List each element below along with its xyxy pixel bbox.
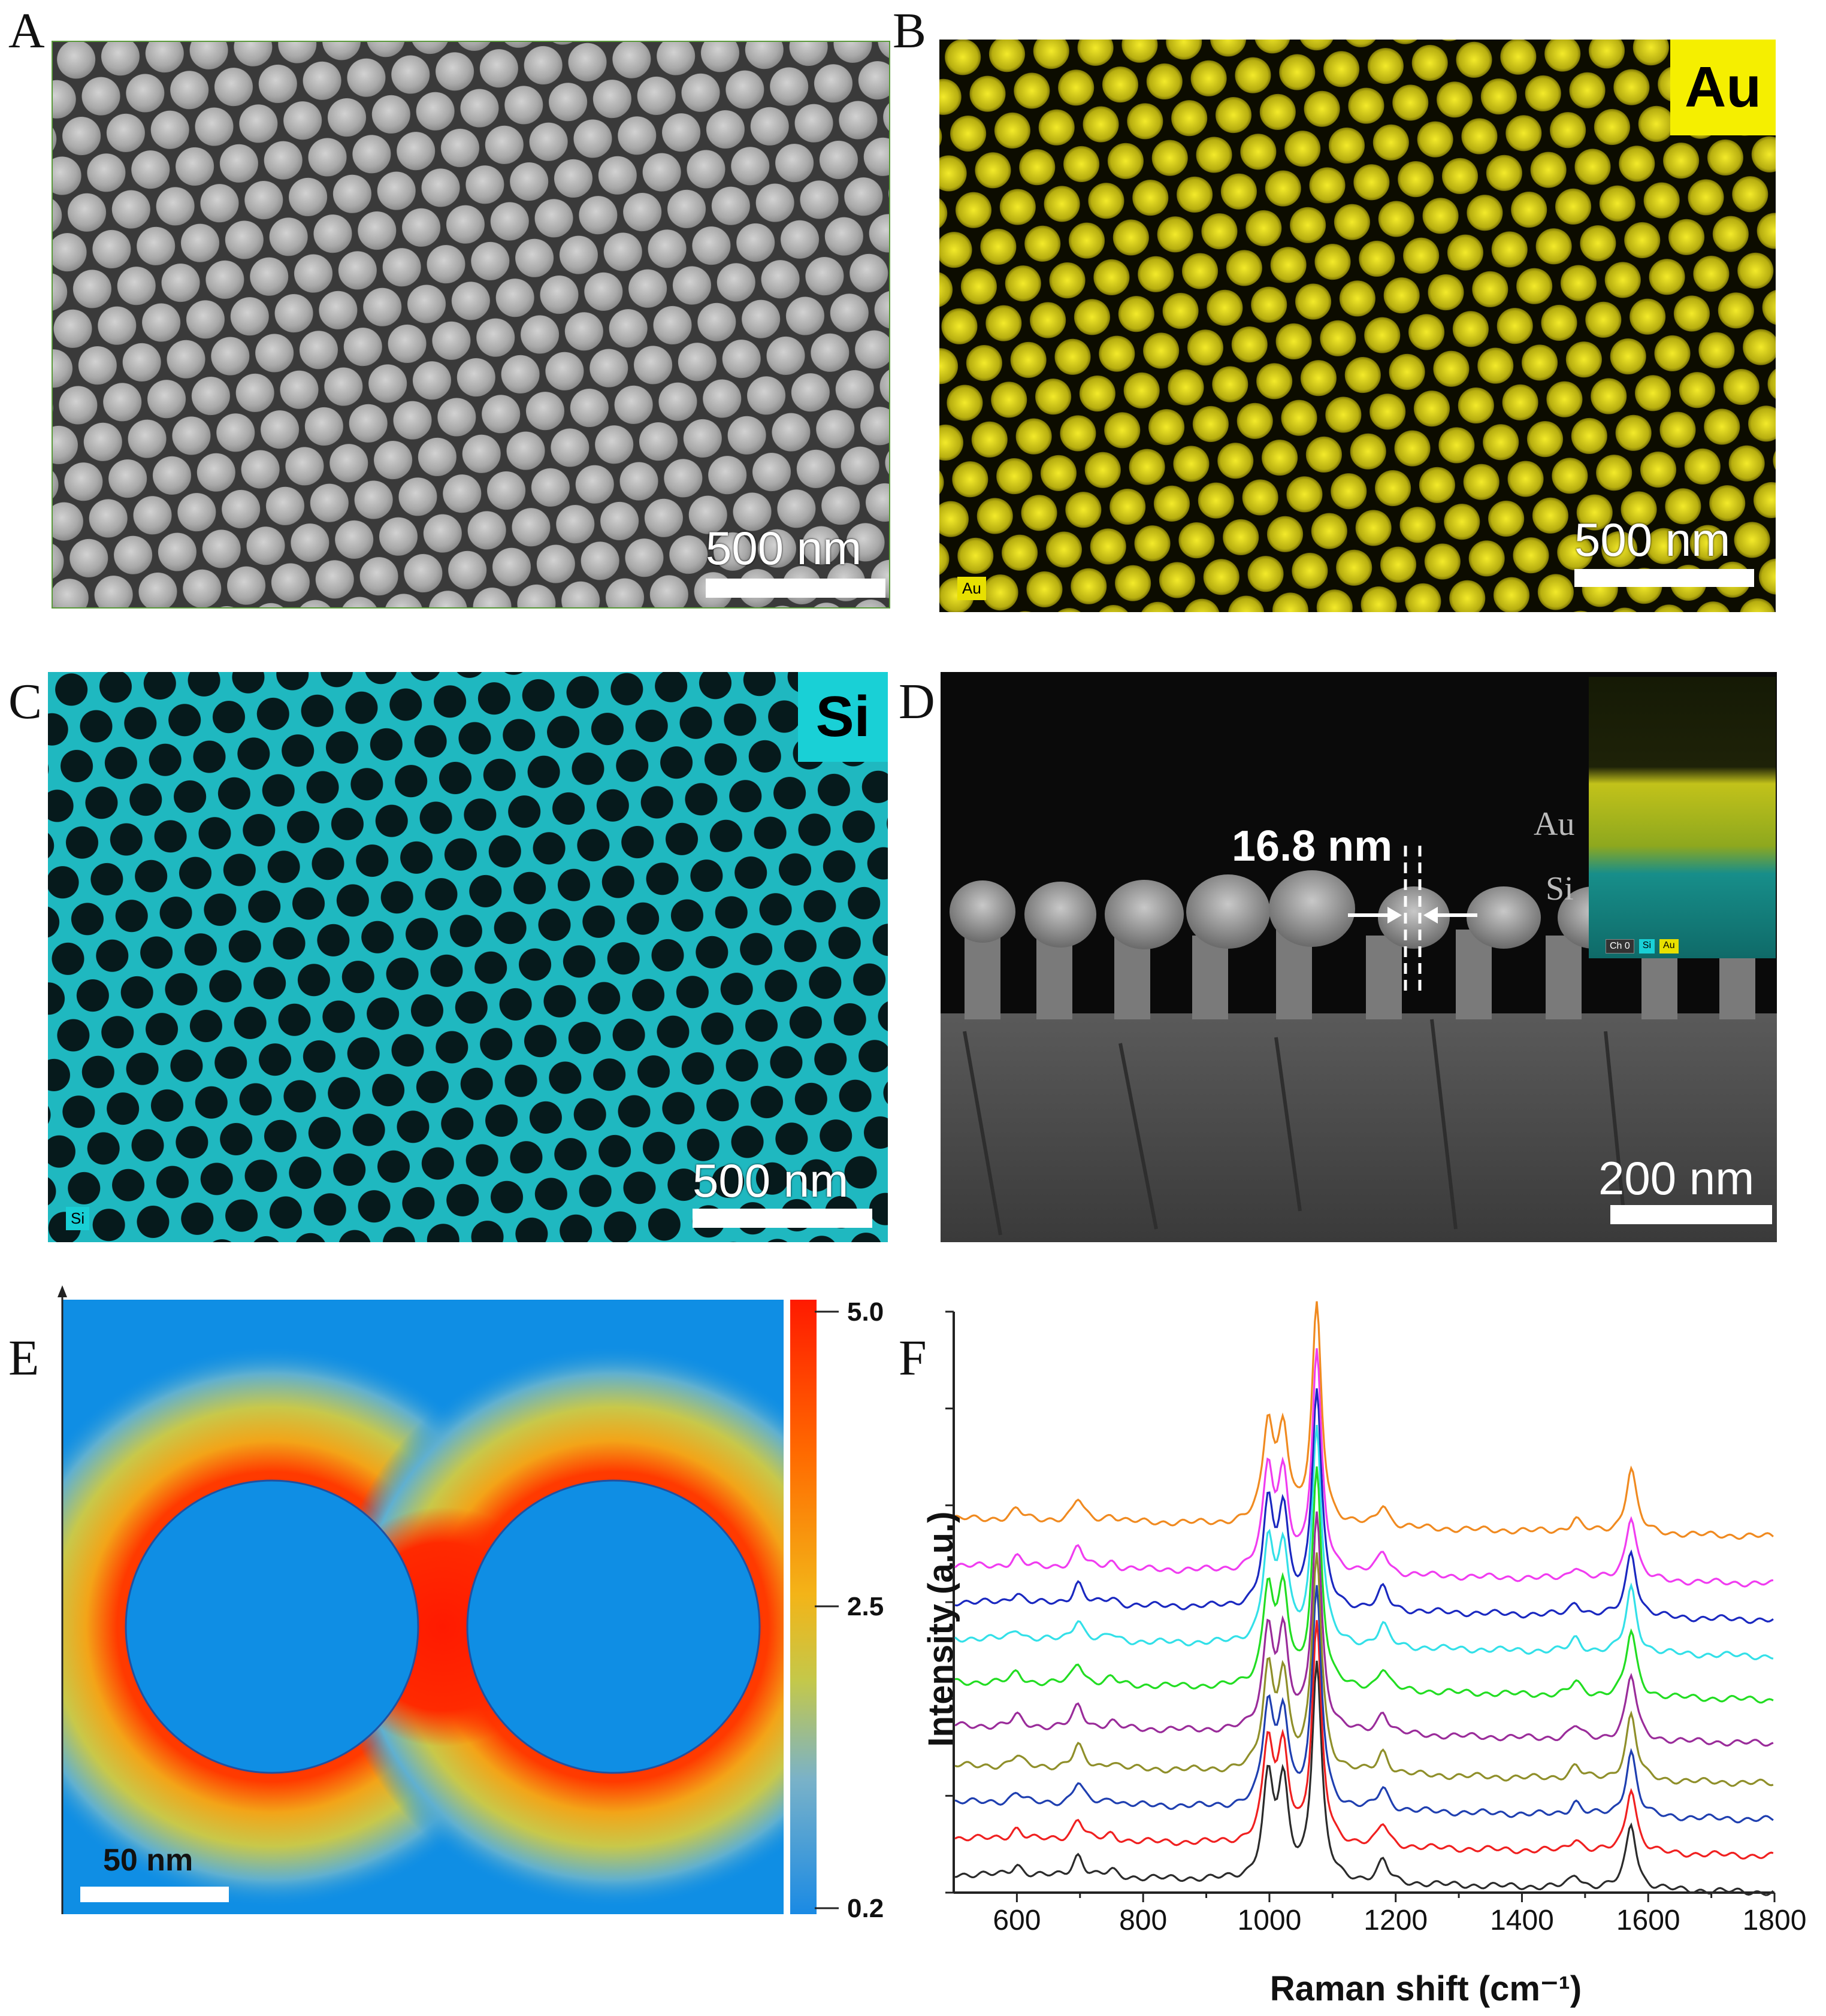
- colorbar-tick-min: 0.2: [847, 1894, 884, 1923]
- spectrum-line-10: [954, 1301, 1774, 1540]
- spectrum-line-1: [954, 1660, 1774, 1896]
- x-tick-label: 800: [1119, 1905, 1167, 1936]
- element-badge-au: Au: [1670, 40, 1776, 135]
- inset-legend-si: Si: [1638, 939, 1655, 953]
- si-network: [48, 672, 888, 1242]
- x-tick-label: 600: [993, 1905, 1041, 1936]
- panel-letter-d: D: [899, 674, 935, 729]
- spectrum-line-5: [954, 1511, 1774, 1747]
- spectrum-line-3: [954, 1585, 1774, 1824]
- eds-map-si: Si Si 500 nm: [48, 672, 888, 1242]
- x-tick-label: 1200: [1364, 1905, 1428, 1936]
- y-axis-label: Intensity (a.u.): [921, 1511, 960, 1746]
- eds-map-au: Au Au 500 nm: [939, 40, 1776, 612]
- colorbar-tick-mid: 2.5: [847, 1592, 884, 1621]
- corner-tag-au: Au: [957, 577, 986, 600]
- scale-bar-d: [1610, 1205, 1772, 1224]
- spectrum-line-4: [954, 1552, 1774, 1787]
- colorbar-tick-max: 5.0: [847, 1297, 884, 1327]
- scale-label-b: 500 nm: [1574, 513, 1731, 566]
- inset-legend-ch0: Ch 0: [1606, 939, 1634, 953]
- scale-bar-b: [1574, 569, 1754, 587]
- sem-image-a: 500 nm: [52, 41, 890, 609]
- scale-bar-c: [693, 1209, 872, 1228]
- scale-bar-e: [80, 1887, 229, 1902]
- scale-label-d: 200 nm: [1598, 1152, 1755, 1204]
- raman-chart: 600 800 1000 1200 1400 1600 1800 Raman shift (…: [921, 1301, 1807, 2008]
- spectrum-line-6: [954, 1466, 1774, 1704]
- inset-legend-au: Au: [1659, 939, 1679, 953]
- inset-eds-map: Ch 0 Si Au: [1589, 677, 1776, 958]
- au-particles: [939, 40, 1776, 612]
- colorbar: [788, 1300, 817, 1914]
- colorbar-ticks: [815, 1310, 839, 1909]
- gap-label: 16.8 nm: [1232, 822, 1393, 870]
- inset-label-au: Au: [1534, 806, 1575, 843]
- x-tick-label: 1000: [1238, 1905, 1302, 1936]
- panel-letter-b: B: [893, 3, 927, 59]
- x-tick-label: 1600: [1616, 1905, 1680, 1936]
- panel-letter-a: A: [8, 3, 45, 59]
- spectrum-line-7: [954, 1424, 1774, 1661]
- scale-label-e: 50 nm: [103, 1843, 194, 1878]
- inset-label-si: Si: [1546, 870, 1574, 907]
- spectrum-line-9: [954, 1348, 1774, 1588]
- field-map: 50 nm: [62, 1300, 784, 1914]
- spectrum-line-8: [954, 1388, 1774, 1624]
- panel-letter-e: E: [8, 1330, 40, 1386]
- x-tick-label: 1400: [1490, 1905, 1554, 1936]
- panel-letter-f: F: [899, 1330, 927, 1386]
- corner-tag-si: Si: [66, 1207, 90, 1230]
- element-badge-si: Si: [798, 672, 888, 762]
- panel-letter-c: C: [8, 674, 43, 729]
- cross-section-sem: 16.8 nm Ch 0 Si Au Au Si 200 nm: [941, 672, 1777, 1242]
- scale-bar-a: [706, 579, 885, 598]
- spectrum-line-2: [954, 1620, 1774, 1860]
- field-map-drawing: [62, 1300, 784, 1914]
- x-axis-label: Raman shift (cm⁻¹): [1270, 1969, 1582, 2008]
- x-tick-label: 1800: [1743, 1905, 1807, 1936]
- inset-legend: Ch 0 Si Au: [1606, 939, 1679, 953]
- sem-particles-a: [53, 42, 889, 607]
- scale-label-a: 500 nm: [706, 522, 862, 574]
- field-axis: [58, 1285, 67, 1914]
- scale-label-c: 500 nm: [693, 1154, 849, 1207]
